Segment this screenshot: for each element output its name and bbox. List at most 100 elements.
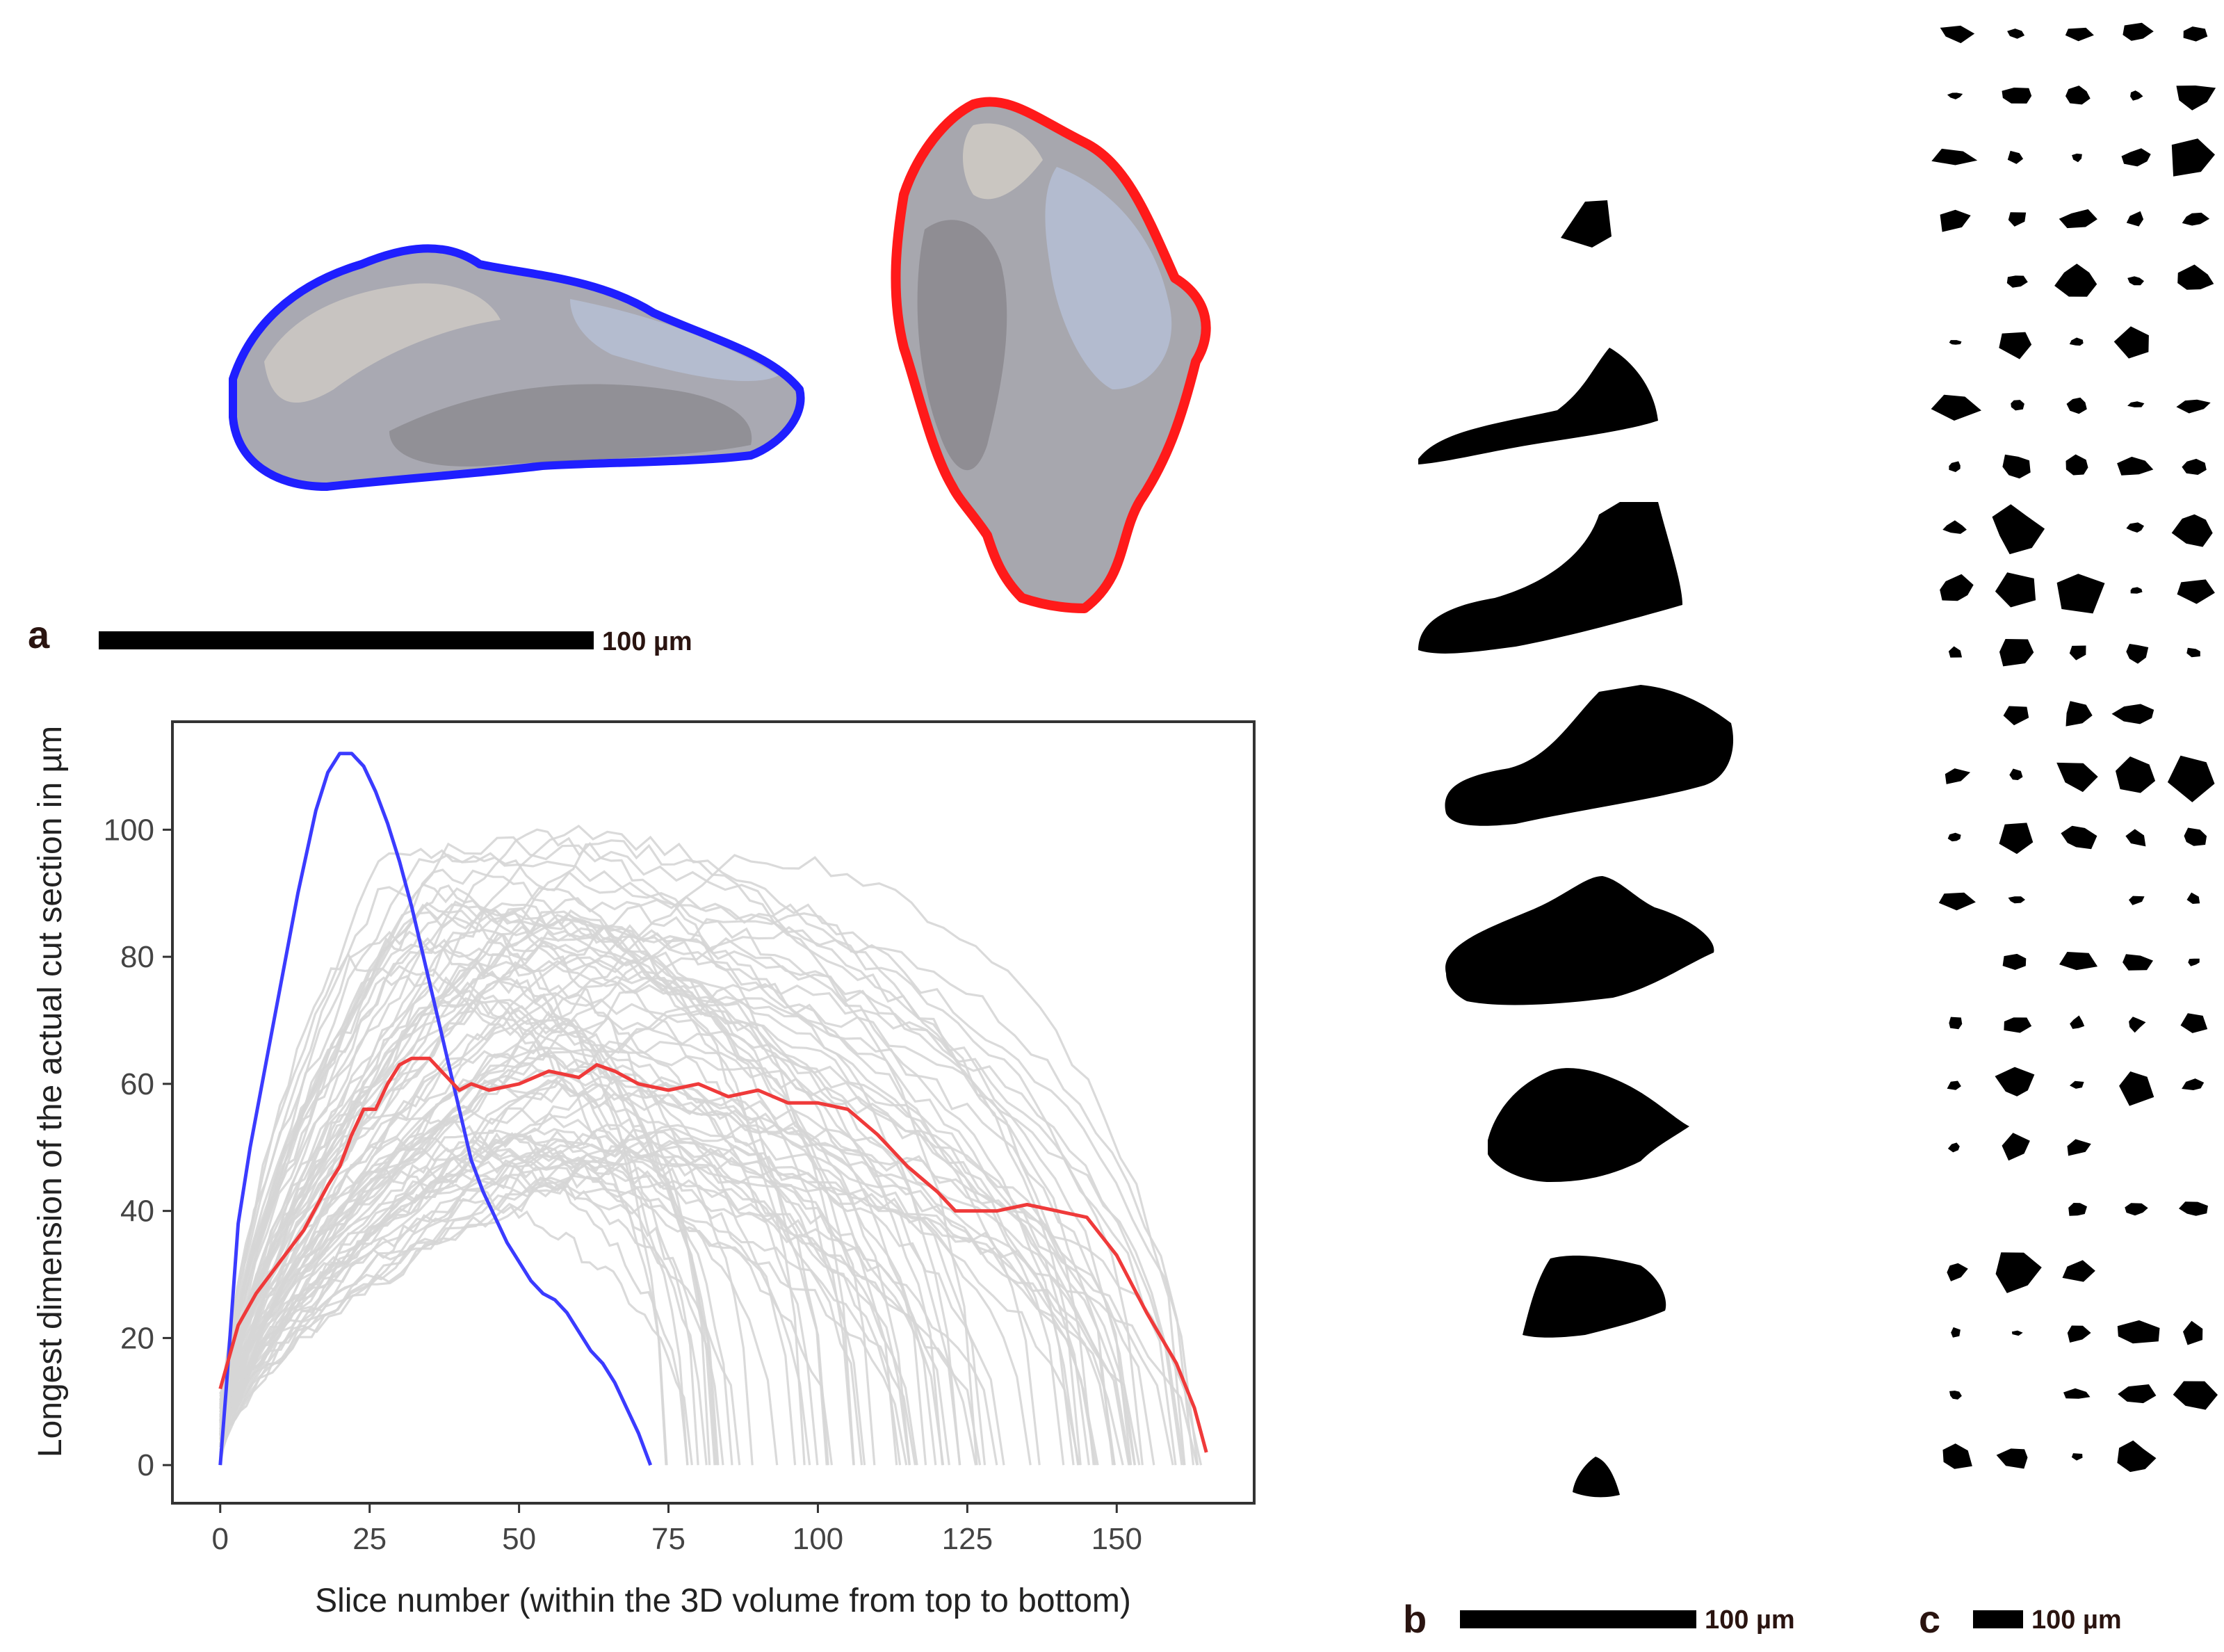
scale-bar-b [1460,1610,1696,1628]
particle-silhouette [2130,587,2143,594]
particle-silhouette [2002,953,2027,970]
particle-silhouette [2182,1078,2205,1090]
background-series-line [219,852,1075,1466]
particle-silhouette [1940,25,1975,44]
particle-silhouette [2111,704,2154,724]
x-tick-label: 150 [1091,1522,1142,1556]
background-series-line [219,1132,708,1466]
background-series-line [219,930,819,1466]
background-series-line [220,1127,811,1466]
particle-silhouette [2126,522,2144,533]
particle-blue-shadow [389,384,752,467]
particle-silhouette [2117,1320,2160,1344]
background-series-line [220,1166,693,1466]
particle-silhouette [2006,275,2028,288]
particle-silhouette [1999,332,2032,359]
particle-silhouette [1940,209,1971,232]
particle-silhouette [2182,458,2207,475]
y-tick-label: 80 [120,940,154,974]
background-series-line [219,839,978,1466]
particle-silhouette [1942,1443,1972,1469]
scale-bar-label-a: 100 µm [602,627,692,656]
particle-silhouette [1949,461,1961,472]
y-tick-label: 100 [104,813,154,847]
x-tick-label: 50 [502,1522,536,1556]
particle-silhouette [2003,706,2029,726]
particle-silhouette [2186,892,2200,904]
particle-silhouette [2126,644,2149,664]
particle-silhouette [2125,829,2146,847]
particle-silhouette [1995,1067,2035,1096]
particle-silhouette [1996,1448,2028,1469]
particle-silhouette [2063,1388,2091,1399]
particle-silhouette [1949,1391,1962,1400]
particle-silhouette [2059,952,2098,971]
x-axis-ticks: 0 25 50 75 100 125 150 [212,1503,1142,1556]
background-series-line [219,1090,1130,1466]
particle-silhouette [2173,1381,2218,1410]
particle-silhouette [1999,823,2034,855]
particle-silhouette [1947,1080,1961,1090]
particle-silhouette [2177,264,2214,290]
background-series-line [219,1050,911,1466]
particle-silhouette [1942,520,1967,534]
particle-silhouette [2004,1017,2032,1033]
particle-silhouette [2117,456,2154,476]
x-tick-label: 25 [352,1522,387,1556]
particle-silhouette [2068,1203,2087,1216]
slice-shape [1488,1068,1689,1182]
particle-silhouette [2056,762,2098,793]
scale-bar-label-c: 100 µm [2031,1605,2122,1635]
particle-silhouette [2176,399,2211,414]
background-series-line [219,925,1185,1466]
background-series-line [219,836,1199,1466]
particle-silhouette [2184,827,2207,846]
slice-shape [1418,502,1682,654]
particle-silhouette [2116,756,2156,793]
slice-shape [1561,200,1612,248]
background-series-line [220,1149,998,1466]
particle-silhouette [2130,90,2143,101]
background-series-line [219,868,828,1466]
background-series-line [219,897,961,1466]
y-tick-label: 40 [120,1195,154,1229]
particle-silhouette [2127,276,2144,286]
particle-silhouette [2171,138,2215,177]
background-series-line [220,997,1177,1466]
particle-silhouette [1949,340,1962,345]
x-tick-label: 100 [793,1522,843,1556]
x-tick-label: 0 [212,1522,229,1556]
particle-red-sheen [1045,167,1172,389]
particle-silhouette [1947,832,1961,842]
particle-silhouette [1940,574,1974,601]
particle-silhouette [2117,1440,2157,1473]
particle-silhouette [2119,1071,2154,1106]
particle-silhouette [2062,1260,2095,1282]
slice-shape [1445,876,1714,1005]
particle-silhouette [1931,394,1981,421]
particle-silhouette [2171,514,2213,547]
particle-silhouette [2011,1330,2023,1336]
background-series-line [219,1127,1099,1466]
background-series-line [219,1165,908,1466]
particle-silhouette-grid-c [1931,22,2218,1473]
particle-silhouette [2127,401,2145,407]
background-series-line [220,1139,1141,1466]
background-series-line [219,947,717,1466]
particle-silhouette [1949,1017,1963,1030]
background-series-line [219,1085,863,1466]
scale-bar-label-b: 100 µm [1705,1605,1795,1635]
particle-silhouette [2186,647,2200,658]
particle-silhouette [2121,148,2151,167]
background-series-line [219,941,987,1466]
particle-silhouette [2177,579,2215,604]
slice-stack-b [1418,200,1734,1498]
slice-shape [1418,348,1658,464]
background-series-line [219,925,1144,1466]
particle-silhouette [2007,150,2024,164]
particle-silhouette [2066,397,2087,414]
background-series-line [219,929,1114,1466]
background-series-line [219,918,1041,1466]
particle-silhouette [2072,153,2082,163]
